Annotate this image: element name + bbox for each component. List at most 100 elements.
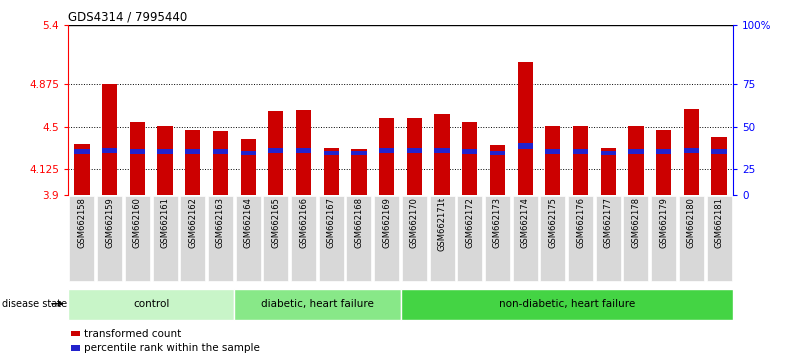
Text: GSM662173: GSM662173 [493, 198, 502, 249]
FancyBboxPatch shape [235, 196, 260, 281]
Bar [296, 110, 311, 195]
FancyBboxPatch shape [68, 289, 235, 320]
FancyBboxPatch shape [651, 196, 676, 281]
FancyBboxPatch shape [208, 196, 233, 281]
FancyBboxPatch shape [568, 196, 593, 281]
Bar [711, 149, 727, 154]
Bar [656, 149, 671, 154]
Bar [130, 122, 145, 195]
FancyBboxPatch shape [264, 196, 288, 281]
Bar [517, 62, 533, 195]
FancyBboxPatch shape [541, 196, 566, 281]
FancyBboxPatch shape [347, 196, 372, 281]
Bar [74, 144, 90, 195]
Bar [573, 126, 588, 195]
Bar [407, 118, 422, 195]
Bar [434, 114, 449, 195]
Text: GDS4314 / 7995440: GDS4314 / 7995440 [68, 11, 187, 24]
Bar [185, 149, 200, 154]
Text: GSM662163: GSM662163 [216, 198, 225, 249]
Bar [684, 109, 699, 195]
Bar [711, 137, 727, 195]
Bar [158, 126, 173, 195]
Text: GSM662177: GSM662177 [604, 198, 613, 249]
Text: control: control [133, 299, 169, 309]
Text: GSM662175: GSM662175 [549, 198, 557, 248]
Bar [545, 126, 561, 195]
Bar [628, 126, 643, 195]
Bar [240, 139, 256, 195]
Text: GSM662181: GSM662181 [714, 198, 723, 248]
Text: GSM662167: GSM662167 [327, 198, 336, 249]
Text: GSM662161: GSM662161 [160, 198, 170, 248]
Text: GSM662168: GSM662168 [355, 198, 364, 249]
Text: GSM662166: GSM662166 [299, 198, 308, 249]
Bar [158, 149, 173, 154]
FancyBboxPatch shape [152, 196, 178, 281]
FancyBboxPatch shape [679, 196, 704, 281]
Text: GSM662179: GSM662179 [659, 198, 668, 248]
Bar [601, 150, 616, 155]
FancyBboxPatch shape [180, 196, 205, 281]
Bar [684, 148, 699, 153]
FancyBboxPatch shape [623, 196, 649, 281]
FancyBboxPatch shape [596, 196, 621, 281]
Text: GSM662174: GSM662174 [521, 198, 529, 248]
FancyBboxPatch shape [235, 289, 400, 320]
FancyBboxPatch shape [125, 196, 150, 281]
FancyBboxPatch shape [429, 196, 454, 281]
Bar [185, 130, 200, 195]
Bar [379, 148, 394, 153]
Text: GSM662178: GSM662178 [631, 198, 641, 249]
Bar [462, 122, 477, 195]
Text: transformed count: transformed count [84, 329, 181, 339]
Bar [324, 148, 339, 195]
Text: disease state: disease state [2, 299, 66, 309]
Bar [379, 118, 394, 195]
Text: GSM662180: GSM662180 [687, 198, 696, 248]
Text: GSM662176: GSM662176 [576, 198, 585, 249]
Bar [490, 145, 505, 195]
Bar [74, 149, 90, 154]
Bar [240, 150, 256, 155]
Bar [352, 150, 367, 155]
Bar [352, 149, 367, 195]
Bar [71, 345, 80, 351]
Text: GSM662160: GSM662160 [133, 198, 142, 248]
Bar [434, 148, 449, 153]
Bar [213, 131, 228, 195]
FancyBboxPatch shape [70, 196, 95, 281]
Bar [462, 149, 477, 154]
Bar [102, 84, 117, 195]
Bar [601, 148, 616, 195]
Text: GSM662170: GSM662170 [410, 198, 419, 248]
Bar [102, 148, 117, 153]
Text: GSM662165: GSM662165 [272, 198, 280, 248]
Bar [268, 148, 284, 153]
FancyBboxPatch shape [97, 196, 122, 281]
FancyBboxPatch shape [374, 196, 399, 281]
Bar [71, 331, 80, 336]
Bar [656, 130, 671, 195]
Bar [296, 148, 311, 153]
Bar [407, 148, 422, 153]
FancyBboxPatch shape [485, 196, 510, 281]
FancyBboxPatch shape [706, 196, 731, 281]
Bar [628, 149, 643, 154]
Text: GSM662162: GSM662162 [188, 198, 197, 248]
FancyBboxPatch shape [400, 289, 733, 320]
Text: non-diabetic, heart failure: non-diabetic, heart failure [498, 299, 635, 309]
Bar [268, 111, 284, 195]
Text: GSM662164: GSM662164 [244, 198, 252, 248]
FancyBboxPatch shape [513, 196, 537, 281]
Text: GSM662172: GSM662172 [465, 198, 474, 248]
Text: GSM662171t: GSM662171t [437, 198, 446, 251]
FancyBboxPatch shape [319, 196, 344, 281]
Bar [213, 149, 228, 154]
Bar [490, 150, 505, 155]
Bar [573, 149, 588, 154]
FancyBboxPatch shape [457, 196, 482, 281]
Text: percentile rank within the sample: percentile rank within the sample [84, 343, 260, 353]
Bar [324, 150, 339, 155]
Bar [130, 149, 145, 154]
